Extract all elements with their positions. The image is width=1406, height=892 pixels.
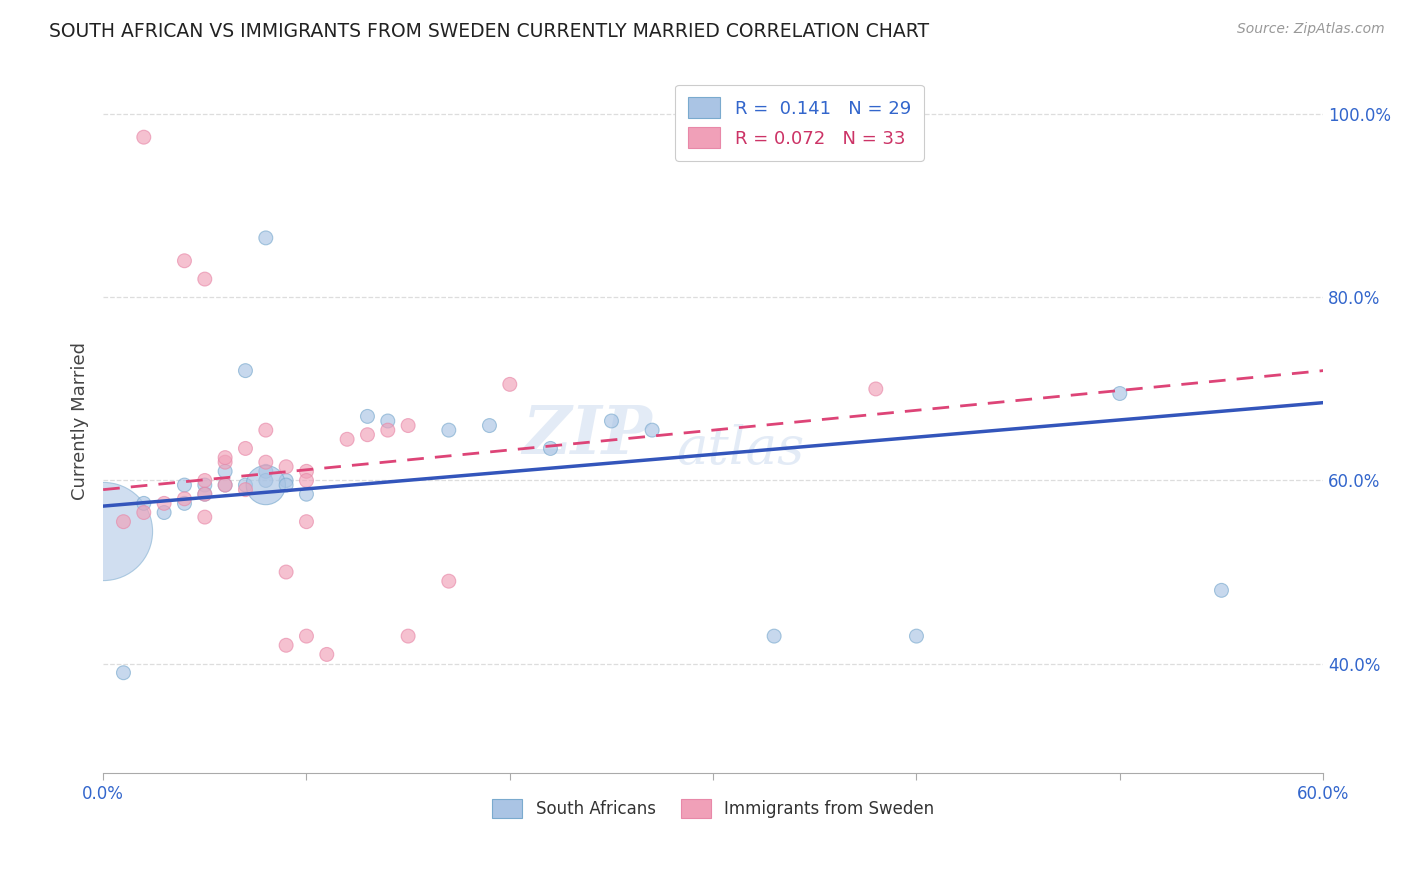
Point — [214, 450, 236, 465]
Point — [478, 418, 501, 433]
Point — [905, 629, 928, 643]
Point — [214, 478, 236, 492]
Point — [194, 478, 217, 492]
Point — [173, 491, 195, 506]
Point — [356, 409, 378, 424]
Y-axis label: Currently Married: Currently Married — [72, 342, 89, 500]
Point — [276, 478, 298, 492]
Point — [194, 487, 217, 501]
Point — [295, 515, 318, 529]
Point — [153, 496, 176, 510]
Text: SOUTH AFRICAN VS IMMIGRANTS FROM SWEDEN CURRENTLY MARRIED CORRELATION CHART: SOUTH AFRICAN VS IMMIGRANTS FROM SWEDEN … — [49, 22, 929, 41]
Text: Source: ZipAtlas.com: Source: ZipAtlas.com — [1237, 22, 1385, 37]
Point — [499, 377, 522, 392]
Point — [194, 474, 217, 488]
Point — [396, 418, 419, 433]
Point — [194, 487, 217, 501]
Point — [540, 442, 562, 456]
Point — [1108, 386, 1130, 401]
Point — [214, 464, 236, 478]
Point — [641, 423, 664, 437]
Point — [214, 478, 236, 492]
Point — [153, 506, 176, 520]
Point — [132, 496, 155, 510]
Point — [235, 442, 257, 456]
Point — [235, 478, 257, 492]
Point — [254, 478, 277, 492]
Point — [336, 432, 359, 446]
Point — [132, 130, 155, 145]
Point — [377, 414, 399, 428]
Point — [356, 427, 378, 442]
Point — [377, 423, 399, 437]
Point — [194, 272, 217, 286]
Point — [173, 496, 195, 510]
Point — [1211, 583, 1233, 598]
Point — [295, 487, 318, 501]
Point — [276, 638, 298, 652]
Point — [254, 231, 277, 245]
Point — [600, 414, 623, 428]
Point — [254, 455, 277, 469]
Point — [315, 648, 337, 662]
Point — [173, 478, 195, 492]
Point — [295, 474, 318, 488]
Point — [276, 474, 298, 488]
Point — [112, 515, 135, 529]
Point — [437, 423, 460, 437]
Point — [132, 506, 155, 520]
Point — [254, 423, 277, 437]
Point — [865, 382, 887, 396]
Point — [254, 464, 277, 478]
Legend: South Africans, Immigrants from Sweden: South Africans, Immigrants from Sweden — [485, 792, 941, 825]
Point — [214, 455, 236, 469]
Point — [194, 510, 217, 524]
Point — [295, 629, 318, 643]
Text: atlas: atlas — [676, 424, 804, 475]
Point — [173, 253, 195, 268]
Point — [295, 464, 318, 478]
Point — [763, 629, 786, 643]
Point — [91, 524, 114, 538]
Text: ZIP: ZIP — [522, 402, 652, 467]
Point — [437, 574, 460, 589]
Point — [235, 363, 257, 377]
Point — [276, 565, 298, 579]
Point — [112, 665, 135, 680]
Point — [396, 629, 419, 643]
Point — [276, 459, 298, 474]
Point — [254, 474, 277, 488]
Point — [235, 483, 257, 497]
